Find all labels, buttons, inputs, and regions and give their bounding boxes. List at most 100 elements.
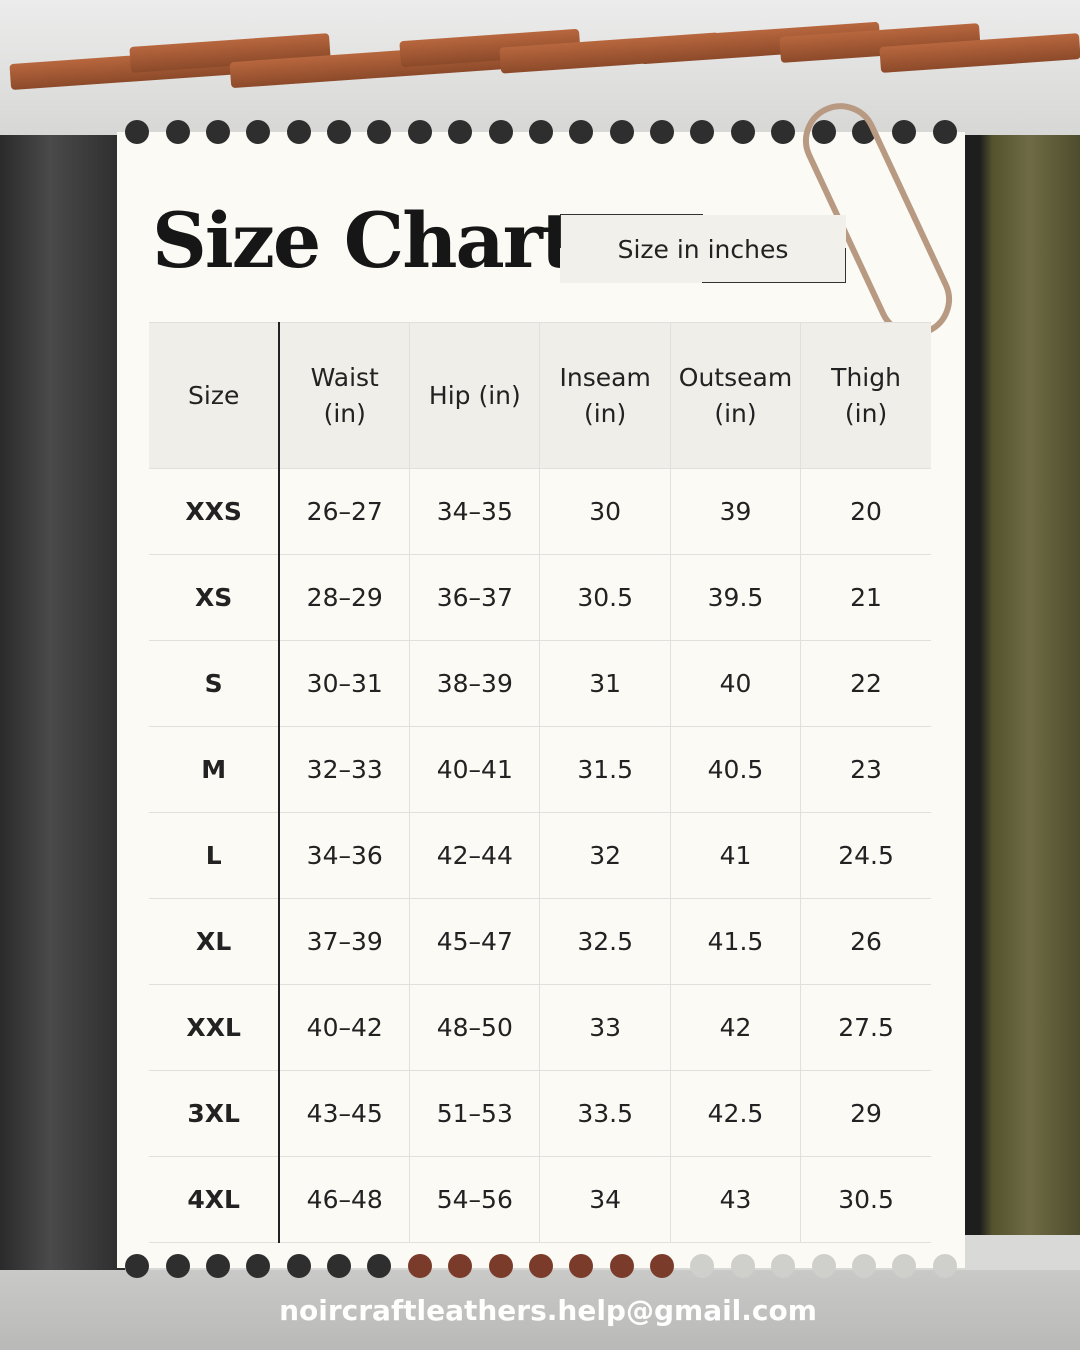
scallop-dot: [528, 120, 553, 144]
scallop-dot: [488, 1254, 513, 1278]
scallop-dot: [690, 120, 715, 144]
scallop-dot: [932, 1254, 957, 1278]
measurement-cell: 40: [669, 640, 802, 727]
measurement-cell: 20: [800, 468, 931, 555]
olive-pants-photo: [955, 135, 1080, 1235]
scallop-dot: [205, 120, 230, 144]
scallop-dot: [771, 120, 796, 144]
measurement-cell: 40–41: [409, 726, 541, 813]
measurement-cell: 42–44: [409, 812, 541, 899]
header-text: (in): [714, 398, 757, 428]
measurement-cell: 33: [539, 984, 671, 1071]
scallop-dot: [892, 1254, 917, 1278]
scallop-dot: [205, 1254, 230, 1278]
measurement-cell: 29: [800, 1070, 931, 1157]
measurement-cell: 39: [669, 468, 802, 555]
scallop-dot: [286, 1254, 311, 1278]
header-text: Size: [188, 380, 240, 410]
measurement-cell: 34–35: [409, 468, 541, 555]
measurement-cell: 31.5: [539, 726, 671, 813]
measurement-cell: 27.5: [800, 984, 931, 1071]
measurement-cell: 31: [539, 640, 671, 727]
size-cell: XXL: [149, 984, 281, 1071]
measurement-cell: 42: [669, 984, 802, 1071]
scallop-dot: [811, 1254, 836, 1278]
scallop-dot: [609, 1254, 634, 1278]
column-header: Thigh (in): [800, 322, 931, 469]
unit-badge: Size in inches: [560, 215, 846, 283]
scallop-dot: [286, 120, 311, 144]
measurement-cell: 39.5: [669, 554, 802, 641]
measurement-cell: 30.5: [800, 1156, 931, 1243]
table-row: XXS 26–27 34–35 30 39 20: [149, 468, 931, 555]
measurement-cell: 34: [539, 1156, 671, 1243]
scallop-dot: [246, 120, 271, 144]
measurement-cell: 34–36: [278, 812, 411, 899]
measurement-cell: 45–47: [409, 898, 541, 985]
measurement-cell: 40–42: [278, 984, 411, 1071]
column-header: Hip (in): [409, 322, 541, 469]
header-text: Outseam: [678, 362, 793, 392]
measurement-cell: 40.5: [669, 726, 802, 813]
measurement-cell: 43–45: [278, 1070, 411, 1157]
scallop-dot: [730, 120, 755, 144]
measurement-cell: 32: [539, 812, 671, 899]
scallop-dot: [730, 1254, 755, 1278]
scallop-dot: [569, 120, 594, 144]
size-cell: M: [149, 726, 281, 813]
scallop-dot: [488, 120, 513, 144]
measurement-cell: 32–33: [278, 726, 411, 813]
scallop-dot: [892, 120, 917, 144]
size-cell: L: [149, 812, 281, 899]
card-top-edge: [117, 120, 965, 144]
scallop-dot: [851, 120, 876, 144]
scallop-dot: [932, 120, 957, 144]
scallop-dot: [407, 1254, 432, 1278]
header-text: Thigh: [831, 362, 901, 392]
scallop-dot: [650, 1254, 675, 1278]
table-row: XS 28–29 36–37 30.5 39.5 21: [149, 554, 931, 641]
scallop-dot: [650, 120, 675, 144]
scallop-dot: [690, 1254, 715, 1278]
card-bottom-edge: [117, 1254, 965, 1278]
measurement-cell: 32.5: [539, 898, 671, 985]
column-header: Outseam (in): [669, 322, 802, 469]
size-cell: 4XL: [149, 1156, 281, 1243]
measurement-cell: 26–27: [278, 468, 411, 555]
scallop-dot: [367, 1254, 392, 1278]
measurement-cell: 22: [800, 640, 931, 727]
header-text: Waist: [310, 362, 379, 392]
header-text: Hip (in): [428, 380, 521, 410]
size-cell: XS: [149, 554, 281, 641]
scallop-dot: [246, 1254, 271, 1278]
table-row: 3XL 43–45 51–53 33.5 42.5 29: [149, 1070, 931, 1157]
measurement-cell: 41: [669, 812, 802, 899]
scallop-dot: [609, 120, 634, 144]
measurement-cell: 43: [669, 1156, 802, 1243]
size-cell: XXS: [149, 468, 281, 555]
size-cell: 3XL: [149, 1070, 281, 1157]
measurement-cell: 21: [800, 554, 931, 641]
size-table: Size Waist (in) Hip (in) Inseam (in) Outseam (i…: [149, 322, 931, 1243]
column-header: Waist (in): [278, 322, 411, 469]
measurement-cell: 36–37: [409, 554, 541, 641]
contact-email: noircraftleathers.help@gmail.com: [279, 1294, 817, 1327]
measurement-cell: 30: [539, 468, 671, 555]
badge-frame: [702, 248, 846, 283]
measurement-cell: 48–50: [409, 984, 541, 1071]
measurement-cell: 51–53: [409, 1070, 541, 1157]
table-row: M 32–33 40–41 31.5 40.5 23: [149, 726, 931, 813]
background-bottom: [0, 1270, 1080, 1350]
measurement-cell: 37–39: [278, 898, 411, 985]
scallop-dot: [569, 1254, 594, 1278]
table-row: XL 37–39 45–47 32.5 41.5 26: [149, 898, 931, 985]
scallop-dot: [448, 1254, 473, 1278]
measurement-cell: 42.5: [669, 1070, 802, 1157]
badge-frame: [560, 214, 703, 248]
measurement-cell: 41.5: [669, 898, 802, 985]
page-title: Size Chart: [152, 196, 576, 285]
measurement-cell: 24.5: [800, 812, 931, 899]
measurement-cell: 38–39: [409, 640, 541, 727]
scallop-dot: [327, 120, 352, 144]
scallop-dot: [851, 1254, 876, 1278]
